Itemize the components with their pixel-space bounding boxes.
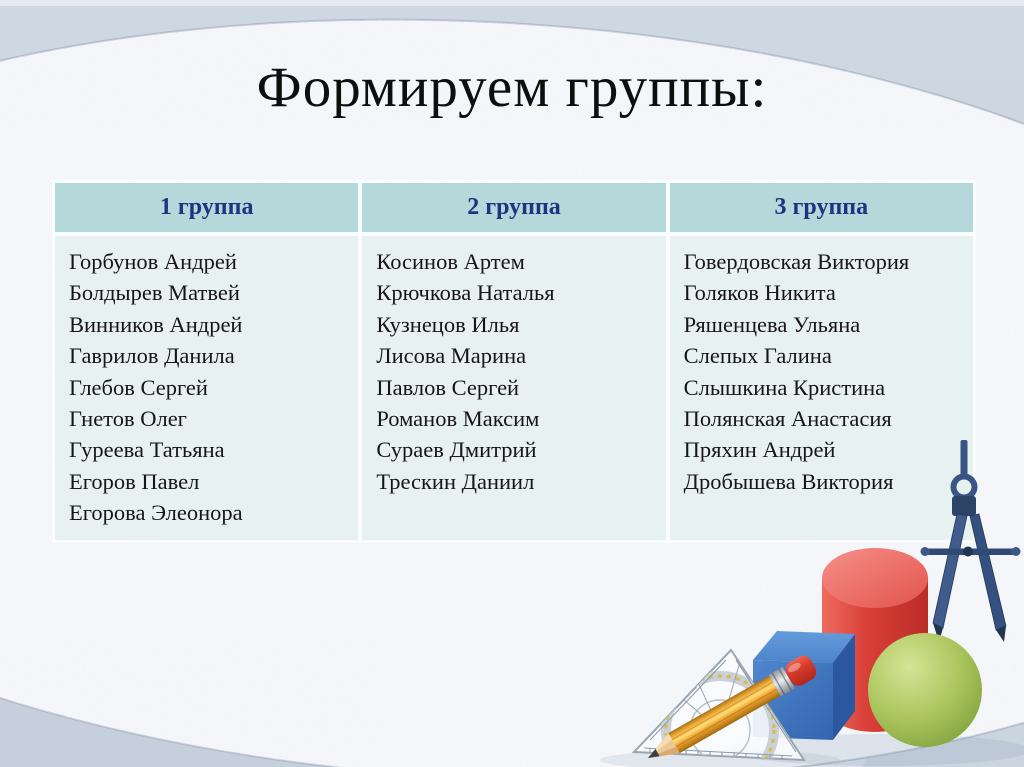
column-header: 3 группа bbox=[669, 183, 973, 232]
member-name: Гуреева Татьяна bbox=[69, 437, 225, 463]
column-header: 1 группа bbox=[55, 183, 359, 232]
member-name: Романов Максим bbox=[376, 406, 540, 432]
member-name: Ряшенцева Ульяна bbox=[683, 311, 861, 337]
member-name: Дробышева Виктория bbox=[683, 468, 894, 494]
member-name: Лисова Марина bbox=[376, 343, 527, 369]
slide-title: Формируем группы: bbox=[256, 56, 768, 119]
shadow bbox=[600, 750, 840, 767]
member-name: Крючкова Наталья bbox=[376, 280, 555, 306]
member-name: Павлов Сергей bbox=[376, 374, 520, 400]
group-column-2: 2 группа Косинов Артем Крючкова Наталья Ку… bbox=[362, 183, 666, 540]
member-name: Полянская Анастасия bbox=[683, 406, 892, 432]
member-name: Слышкина Кристина bbox=[683, 374, 886, 400]
member-list: Горбунов Андрей Болдырев Матвей Винников А… bbox=[55, 236, 359, 540]
member-name: Косинов Артем bbox=[376, 249, 525, 274]
group-column-1: 1 группа Горбунов Андрей Болдырев Матвей В… bbox=[55, 183, 359, 540]
member-name: Говердовская Виктория bbox=[683, 249, 910, 274]
member-name: Гаврилов Данила bbox=[69, 343, 235, 369]
shadow bbox=[730, 734, 1024, 766]
green-sphere-shape bbox=[868, 633, 982, 747]
member-name: Горбунов Андрей bbox=[69, 249, 237, 274]
group-column-3: 3 группа Говердовская Виктория Голяков Ни… bbox=[669, 183, 973, 540]
protractor-triangle-shape bbox=[631, 648, 806, 762]
member-name: Гнетов Олег bbox=[69, 406, 187, 432]
blue-cube-shape bbox=[753, 631, 855, 740]
member-name: Кузнецов Илья bbox=[376, 311, 520, 337]
member-name: Трескин Даниил bbox=[376, 468, 535, 494]
member-list: Косинов Артем Крючкова Наталья Кузнецов Ил… bbox=[362, 236, 666, 540]
member-name: Винников Андрей bbox=[69, 311, 243, 337]
groups-table: 1 группа Горбунов Андрей Болдырев Матвей В… bbox=[52, 180, 976, 543]
member-name: Егоров Павел bbox=[69, 468, 200, 494]
member-name: Глебов Сергей bbox=[69, 374, 208, 400]
member-name: Егорова Элеонора bbox=[69, 500, 243, 526]
member-list: Говердовская Виктория Голяков Никита Ряшен… bbox=[669, 236, 973, 540]
member-name: Пряхин Андрей bbox=[683, 437, 836, 463]
red-cylinder-shape bbox=[822, 548, 928, 732]
column-header: 2 группа bbox=[362, 183, 666, 232]
member-name: Болдырев Матвей bbox=[69, 280, 240, 306]
member-name: Голяков Никита bbox=[683, 280, 836, 306]
member-name: Слепых Галина bbox=[683, 343, 832, 369]
member-name: Сураев Дмитрий bbox=[376, 437, 537, 463]
pencil-shape bbox=[648, 655, 817, 758]
